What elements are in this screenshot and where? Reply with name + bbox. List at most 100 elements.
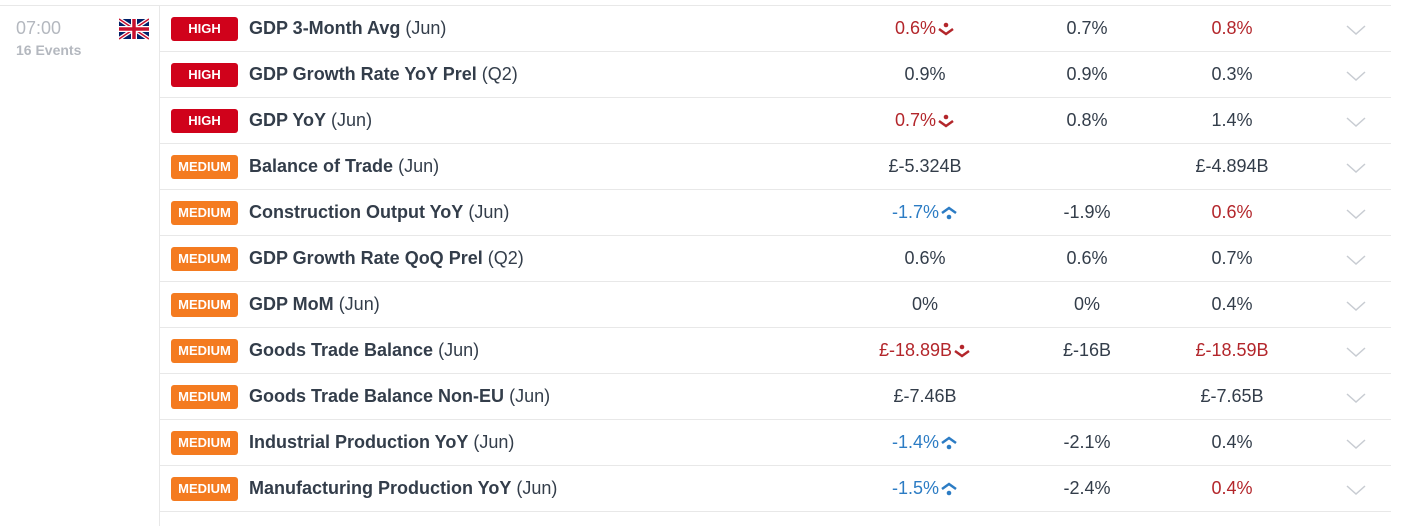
event-row[interactable]: MEDIUM Manufacturing Production YoY (Jun…	[160, 466, 1391, 512]
event-name[interactable]: Goods Trade Balance Non-EU (Jun)	[249, 386, 550, 407]
event-title: GDP Growth Rate QoQ Prel	[249, 248, 483, 268]
worse-than-forecast-icon	[938, 22, 954, 36]
event-title: Goods Trade Balance Non-EU	[249, 386, 505, 406]
actual-text: -1.4%	[891, 432, 940, 452]
previous-value: 0.3%	[1211, 64, 1253, 84]
chevron-down-icon[interactable]	[1346, 70, 1366, 82]
event-period: (Jun)	[438, 340, 480, 360]
forecast-value: 0.6%	[1066, 248, 1108, 268]
actual-text: 0.6%	[894, 18, 937, 38]
chevron-down-icon[interactable]	[1346, 392, 1366, 404]
actual-value: -1.4%	[855, 432, 995, 453]
importance-badge: MEDIUM	[171, 339, 238, 363]
actual-value: £-7.46B	[855, 386, 995, 407]
previous-value: 0.4%	[1211, 432, 1253, 452]
importance-badge: MEDIUM	[171, 201, 238, 225]
chevron-down-icon[interactable]	[1346, 162, 1366, 174]
importance-badge: HIGH	[171, 17, 238, 41]
actual-text: £-18.89B	[878, 340, 953, 360]
chevron-down-icon[interactable]	[1346, 254, 1366, 266]
event-period: (Q2)	[487, 248, 524, 268]
event-row[interactable]: HIGH GDP YoY (Jun) 0.7% 0.8% 1.4%	[160, 98, 1391, 144]
event-name[interactable]: Balance of Trade (Jun)	[249, 156, 439, 177]
chevron-down-icon[interactable]	[1346, 300, 1366, 312]
events-count: 16 Events	[16, 42, 82, 58]
importance-badge: MEDIUM	[171, 385, 238, 409]
event-name[interactable]: GDP MoM (Jun)	[249, 294, 380, 315]
event-period: (Jun)	[509, 386, 551, 406]
event-name[interactable]: Industrial Production YoY (Jun)	[249, 432, 514, 453]
actual-value: £-5.324B	[855, 156, 995, 177]
event-row[interactable]: MEDIUM Industrial Production YoY (Jun) -…	[160, 420, 1391, 466]
importance-badge: MEDIUM	[171, 247, 238, 271]
event-title: Manufacturing Production YoY	[249, 478, 512, 498]
worse-than-forecast-icon	[954, 344, 970, 358]
importance-badge: MEDIUM	[171, 155, 238, 179]
better-than-forecast-icon	[941, 436, 957, 450]
previous-value: 0.4%	[1211, 478, 1253, 498]
event-title: GDP MoM	[249, 294, 334, 314]
actual-value: -1.7%	[855, 202, 995, 223]
actual-text: 0.7%	[894, 110, 937, 130]
forecast-value: 0.9%	[1066, 64, 1108, 84]
event-period: (Jun)	[516, 478, 558, 498]
event-name[interactable]: Construction Output YoY (Jun)	[249, 202, 509, 223]
previous-value: 0.8%	[1211, 18, 1253, 38]
worse-than-forecast-icon	[938, 114, 954, 128]
previous-value: 0.6%	[1211, 202, 1253, 222]
actual-value: 0%	[855, 294, 995, 315]
event-title: Goods Trade Balance	[249, 340, 434, 360]
better-than-forecast-icon	[941, 206, 957, 220]
chevron-down-icon[interactable]	[1346, 24, 1366, 36]
actual-text: 0.9%	[904, 64, 946, 84]
event-name[interactable]: GDP 3-Month Avg (Jun)	[249, 18, 446, 39]
event-row[interactable]: MEDIUM GDP Growth Rate QoQ Prel (Q2) 0.6…	[160, 236, 1391, 282]
event-row[interactable]: MEDIUM Construction Output YoY (Jun) -1.…	[160, 190, 1391, 236]
event-period: (Jun)	[468, 202, 510, 222]
importance-badge: MEDIUM	[171, 431, 238, 455]
actual-text: £-5.324B	[888, 156, 962, 176]
event-name[interactable]: GDP Growth Rate YoY Prel (Q2)	[249, 64, 518, 85]
actual-value: 0.6%	[855, 248, 995, 269]
chevron-down-icon[interactable]	[1346, 208, 1366, 220]
time-column: 07:00 16 Events	[0, 6, 160, 526]
previous-value: £-18.59B	[1195, 340, 1269, 360]
event-row[interactable]: HIGH GDP 3-Month Avg (Jun) 0.6% 0.7% 0.8…	[160, 6, 1391, 52]
event-row[interactable]: MEDIUM Goods Trade Balance Non-EU (Jun) …	[160, 374, 1391, 420]
chevron-down-icon[interactable]	[1346, 116, 1366, 128]
event-period: (Jun)	[398, 156, 440, 176]
event-row[interactable]: MEDIUM GDP MoM (Jun) 0% 0% 0.4%	[160, 282, 1391, 328]
event-row[interactable]: HIGH GDP Growth Rate YoY Prel (Q2) 0.9% …	[160, 52, 1391, 98]
importance-badge: HIGH	[171, 109, 238, 133]
event-row[interactable]: MEDIUM Balance of Trade (Jun) £-5.324B £…	[160, 144, 1391, 190]
chevron-down-icon[interactable]	[1346, 346, 1366, 358]
chevron-down-icon[interactable]	[1346, 438, 1366, 450]
event-name[interactable]: GDP Growth Rate QoQ Prel (Q2)	[249, 248, 524, 269]
actual-value: -1.5%	[855, 478, 995, 499]
actual-text: -1.7%	[891, 202, 940, 222]
event-row[interactable]: MEDIUM Goods Trade Balance (Jun) £-18.89…	[160, 328, 1391, 374]
event-period: (Q2)	[481, 64, 518, 84]
event-title: Industrial Production YoY	[249, 432, 469, 452]
event-title: GDP YoY	[249, 110, 327, 130]
event-period: (Jun)	[338, 294, 380, 314]
previous-value: £-4.894B	[1195, 156, 1269, 176]
actual-value: £-18.89B	[855, 340, 995, 361]
actual-text: -1.5%	[891, 478, 940, 498]
uk-flag-icon	[119, 18, 149, 40]
chevron-down-icon[interactable]	[1346, 484, 1366, 496]
event-period: (Jun)	[473, 432, 515, 452]
forecast-value: -1.9%	[1063, 202, 1111, 222]
event-name[interactable]: Goods Trade Balance (Jun)	[249, 340, 479, 361]
event-name[interactable]: GDP YoY (Jun)	[249, 110, 372, 131]
event-title: GDP 3-Month Avg	[249, 18, 401, 38]
forecast-value: 0.8%	[1066, 110, 1108, 130]
actual-value: 0.6%	[855, 18, 995, 39]
actual-text: 0%	[911, 294, 938, 314]
event-name[interactable]: Manufacturing Production YoY (Jun)	[249, 478, 557, 499]
forecast-value: -2.1%	[1063, 432, 1111, 452]
event-period: (Jun)	[331, 110, 373, 130]
actual-value: 0.7%	[855, 110, 995, 131]
importance-badge: HIGH	[171, 63, 238, 87]
actual-text: 0.6%	[904, 248, 946, 268]
